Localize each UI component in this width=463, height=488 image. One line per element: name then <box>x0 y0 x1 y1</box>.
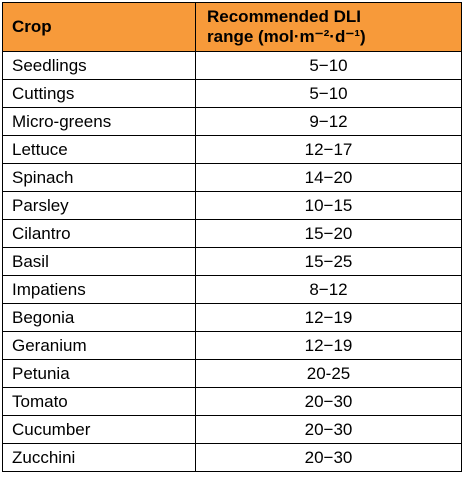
crop-cell: Lettuce <box>2 135 196 164</box>
table-row: Basil 15−25 <box>2 247 462 276</box>
dli-range-cell: 12−17 <box>195 135 462 164</box>
dli-range-cell: 20−30 <box>195 443 462 472</box>
table-row: Parsley 10−15 <box>2 191 462 220</box>
dli-range-cell: 9−12 <box>195 107 462 136</box>
table-row: Spinach 14−20 <box>2 163 462 192</box>
dli-header-line-1: Recommended DLI <box>207 7 361 26</box>
dli-range-cell: 15−20 <box>195 219 462 248</box>
crop-column-header: Crop <box>2 2 196 52</box>
table-row: Micro-greens 9−12 <box>2 107 462 136</box>
table-row: Cilantro 15−20 <box>2 219 462 248</box>
table-row: Begonia 12−19 <box>2 303 462 332</box>
table-row: Cuttings 5−10 <box>2 79 462 108</box>
table-body: Seedlings 5−10 Cuttings 5−10 Micro-greens 9−1… <box>2 51 462 472</box>
table-row: Geranium 12−19 <box>2 331 462 360</box>
crop-cell: Cilantro <box>2 219 196 248</box>
dli-range-cell: 8−12 <box>195 275 462 304</box>
dli-range-cell: 20−30 <box>195 415 462 444</box>
table-header-row: Crop Recommended DLI range (mol·m⁻²·d⁻¹) <box>2 2 462 52</box>
dli-range-cell: 15−25 <box>195 247 462 276</box>
table-row: Tomato 20−30 <box>2 387 462 416</box>
dli-range-cell: 12−19 <box>195 303 462 332</box>
table-row: Petunia 20-25 <box>2 359 462 388</box>
crop-cell: Tomato <box>2 387 196 416</box>
crop-cell: Geranium <box>2 331 196 360</box>
dli-range-cell: 10−15 <box>195 191 462 220</box>
crop-cell: Parsley <box>2 191 196 220</box>
table-row: Lettuce 12−17 <box>2 135 462 164</box>
crop-cell: Micro-greens <box>2 107 196 136</box>
crop-cell: Begonia <box>2 303 196 332</box>
crop-cell: Cuttings <box>2 79 196 108</box>
crop-cell: Impatiens <box>2 275 196 304</box>
dli-table: Crop Recommended DLI range (mol·m⁻²·d⁻¹)… <box>2 2 462 472</box>
crop-cell: Basil <box>2 247 196 276</box>
dli-column-header: Recommended DLI range (mol·m⁻²·d⁻¹) <box>195 2 462 52</box>
dli-range-cell: 5−10 <box>195 79 462 108</box>
crop-cell: Spinach <box>2 163 196 192</box>
crop-cell: Seedlings <box>2 51 196 80</box>
table-row: Cucumber 20−30 <box>2 415 462 444</box>
dli-range-cell: 20-25 <box>195 359 462 388</box>
crop-cell: Cucumber <box>2 415 196 444</box>
crop-cell: Zucchini <box>2 443 196 472</box>
crop-cell: Petunia <box>2 359 196 388</box>
dli-range-cell: 5−10 <box>195 51 462 80</box>
table-row: Impatiens 8−12 <box>2 275 462 304</box>
dli-range-cell: 20−30 <box>195 387 462 416</box>
dli-range-cell: 14−20 <box>195 163 462 192</box>
table-row: Seedlings 5−10 <box>2 51 462 80</box>
table-row: Zucchini 20−30 <box>2 443 462 472</box>
dli-header-line-2: range (mol·m⁻²·d⁻¹) <box>207 27 366 46</box>
dli-range-cell: 12−19 <box>195 331 462 360</box>
